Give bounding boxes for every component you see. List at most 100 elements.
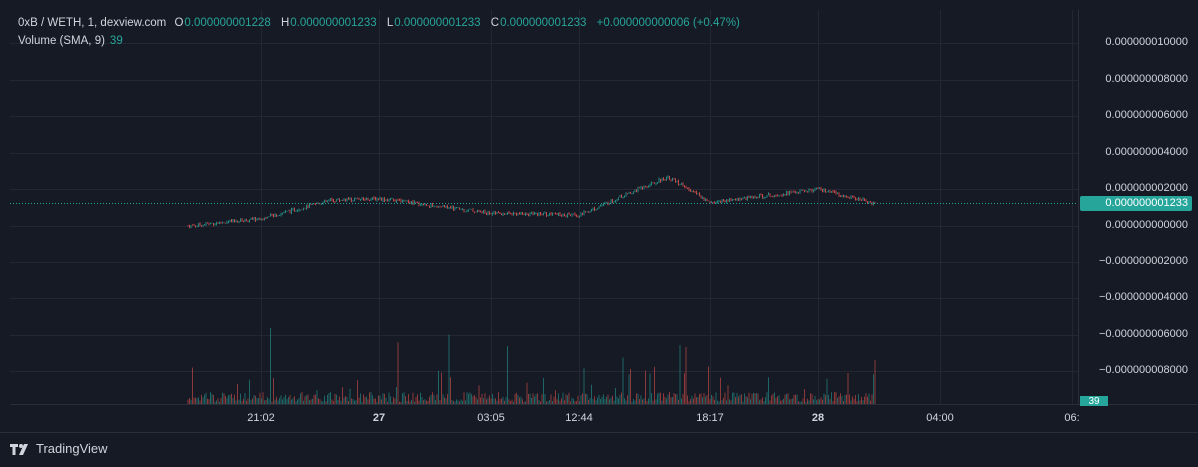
volume-bar bbox=[735, 397, 736, 404]
volume-bar bbox=[681, 398, 682, 404]
volume-bar bbox=[781, 399, 783, 404]
volume-bar bbox=[514, 393, 516, 404]
volume-bar bbox=[325, 401, 327, 404]
ohlc-legend: 0xB / WETH, 1, dexview.com O0.0000000012… bbox=[18, 17, 747, 29]
volume-bar bbox=[493, 398, 495, 404]
volume-bar bbox=[259, 392, 261, 404]
volume-bar bbox=[738, 396, 739, 404]
volume-bar bbox=[574, 401, 576, 404]
volume-legend-value: 39 bbox=[109, 35, 123, 47]
volume-bar bbox=[585, 393, 586, 404]
volume-bar bbox=[205, 392, 207, 404]
time-tick: 28 bbox=[811, 412, 825, 424]
volume-bar bbox=[381, 399, 382, 404]
volume-bar bbox=[213, 395, 214, 404]
volume-bars bbox=[187, 328, 876, 404]
volume-bar bbox=[360, 393, 361, 404]
volume-bar bbox=[564, 400, 565, 404]
volume-bar bbox=[420, 392, 421, 404]
volume-bar bbox=[550, 394, 552, 404]
volume-bar bbox=[622, 357, 624, 404]
volume-bar bbox=[718, 401, 720, 404]
volume-bar bbox=[568, 392, 570, 404]
volume-bar bbox=[673, 393, 675, 404]
volume-bar bbox=[484, 393, 486, 404]
volume-bar bbox=[330, 392, 331, 404]
volume-bar bbox=[355, 400, 357, 404]
volume-bar bbox=[255, 395, 256, 404]
volume-bar bbox=[823, 393, 825, 404]
volume-bar bbox=[703, 393, 705, 404]
volume-bar bbox=[646, 401, 648, 404]
volume-bar bbox=[609, 399, 610, 404]
volume-bar bbox=[577, 395, 579, 404]
volume-bar bbox=[430, 394, 432, 404]
volume-bar bbox=[366, 396, 367, 404]
volume-bar bbox=[759, 400, 760, 404]
volume-bar bbox=[559, 400, 561, 404]
volume-bar bbox=[391, 401, 393, 404]
volume-bar bbox=[666, 398, 667, 404]
volume-bar bbox=[667, 394, 669, 404]
volume-bar bbox=[594, 396, 595, 404]
time-tick: 12:44 bbox=[565, 412, 593, 424]
volume-bar bbox=[421, 396, 423, 404]
volume-bar bbox=[708, 366, 709, 404]
volume-bar bbox=[690, 399, 691, 404]
volume-bar bbox=[811, 394, 813, 404]
volume-bar bbox=[579, 401, 580, 404]
volume-bar bbox=[699, 393, 700, 404]
volume-bar bbox=[433, 395, 435, 404]
volume-bar bbox=[297, 399, 298, 404]
time-tick: 21:02 bbox=[247, 412, 275, 424]
volume-bar bbox=[549, 399, 550, 404]
volume-bar bbox=[382, 393, 384, 404]
volume-bar bbox=[190, 399, 192, 404]
volume-bar bbox=[555, 390, 556, 404]
volume-bar bbox=[751, 393, 753, 404]
volume-bar bbox=[819, 399, 820, 404]
volume-bar bbox=[301, 392, 303, 404]
volume-bar bbox=[231, 393, 232, 404]
volume-bar bbox=[736, 392, 738, 404]
volume-bar bbox=[645, 370, 646, 404]
volume-bar bbox=[874, 360, 876, 404]
volume-bar bbox=[393, 397, 394, 404]
volume-legend[interactable]: Volume (SMA, 9) 39 bbox=[18, 35, 123, 47]
volume-bar bbox=[780, 400, 781, 404]
volume-bar bbox=[304, 396, 306, 404]
volume-bar bbox=[787, 393, 789, 404]
volume-bar bbox=[408, 393, 409, 404]
price-tick: 0.000000002000 bbox=[1105, 182, 1188, 194]
volume-bar bbox=[513, 401, 514, 404]
volume-bar bbox=[672, 396, 673, 404]
volume-bar bbox=[685, 346, 687, 404]
low-label: L bbox=[386, 17, 394, 29]
volume-bar bbox=[390, 396, 391, 404]
tradingview-branding[interactable]: TradingView bbox=[10, 441, 108, 456]
tradingview-logo-icon bbox=[10, 443, 28, 455]
volume-bar bbox=[445, 398, 447, 404]
volume-bar bbox=[442, 394, 444, 404]
volume-bar bbox=[771, 395, 772, 404]
volume-bar bbox=[243, 398, 244, 404]
symbol-title[interactable]: 0xB / WETH, 1, dexview.com bbox=[18, 17, 167, 29]
volume-bar bbox=[571, 397, 573, 404]
volume-bar bbox=[595, 400, 597, 404]
volume-bar bbox=[192, 367, 193, 404]
change-value: +0.000000000006 (+0.47%) bbox=[596, 17, 740, 29]
volume-bar bbox=[313, 394, 315, 404]
volume-bar bbox=[283, 397, 285, 404]
volume-bar bbox=[687, 395, 688, 404]
volume-bar bbox=[834, 392, 835, 404]
volume-bar bbox=[336, 394, 337, 404]
volume-bar bbox=[739, 394, 741, 404]
volume-bar bbox=[835, 392, 837, 404]
volume-bar bbox=[742, 401, 744, 404]
volume-bar bbox=[861, 396, 862, 404]
volume-bar bbox=[346, 396, 348, 404]
volume-bar bbox=[412, 392, 414, 404]
volume-bar bbox=[504, 400, 505, 404]
volume-bar bbox=[567, 395, 568, 404]
